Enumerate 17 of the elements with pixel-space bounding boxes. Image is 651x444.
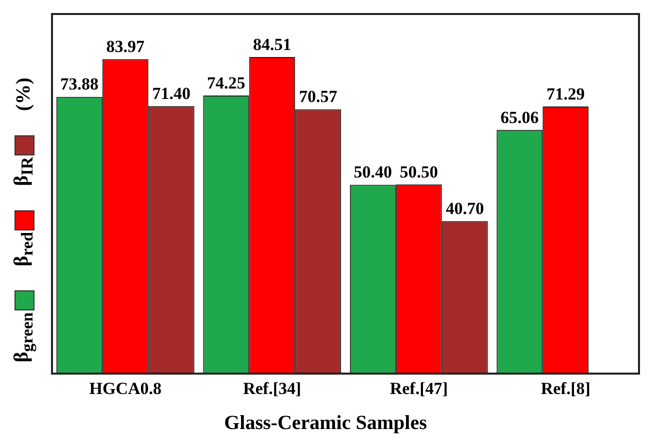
data-label: 84.51 bbox=[253, 34, 292, 54]
x-tick-label: Ref.[34] bbox=[243, 379, 302, 398]
data-label: 73.88 bbox=[60, 74, 99, 94]
data-label: 50.40 bbox=[354, 162, 392, 182]
y-axis-title: (%) bbox=[12, 78, 36, 111]
x-tick-label: HGCA0.8 bbox=[89, 379, 162, 398]
data-label: 71.29 bbox=[546, 84, 585, 104]
data-label: 83.97 bbox=[106, 36, 145, 56]
data-label: 50.50 bbox=[400, 162, 438, 182]
data-label: 74.25 bbox=[207, 73, 246, 92]
data-label: 71.40 bbox=[152, 84, 190, 104]
data-label: 70.57 bbox=[298, 87, 338, 106]
x-tick-label: Ref.[47] bbox=[390, 379, 448, 398]
x-axis-title: Glass-Ceramic Samples bbox=[223, 412, 428, 435]
x-tick-label: Ref.[8] bbox=[540, 379, 590, 398]
data-label: 65.06 bbox=[500, 108, 539, 127]
data-label: 40.70 bbox=[446, 199, 484, 218]
